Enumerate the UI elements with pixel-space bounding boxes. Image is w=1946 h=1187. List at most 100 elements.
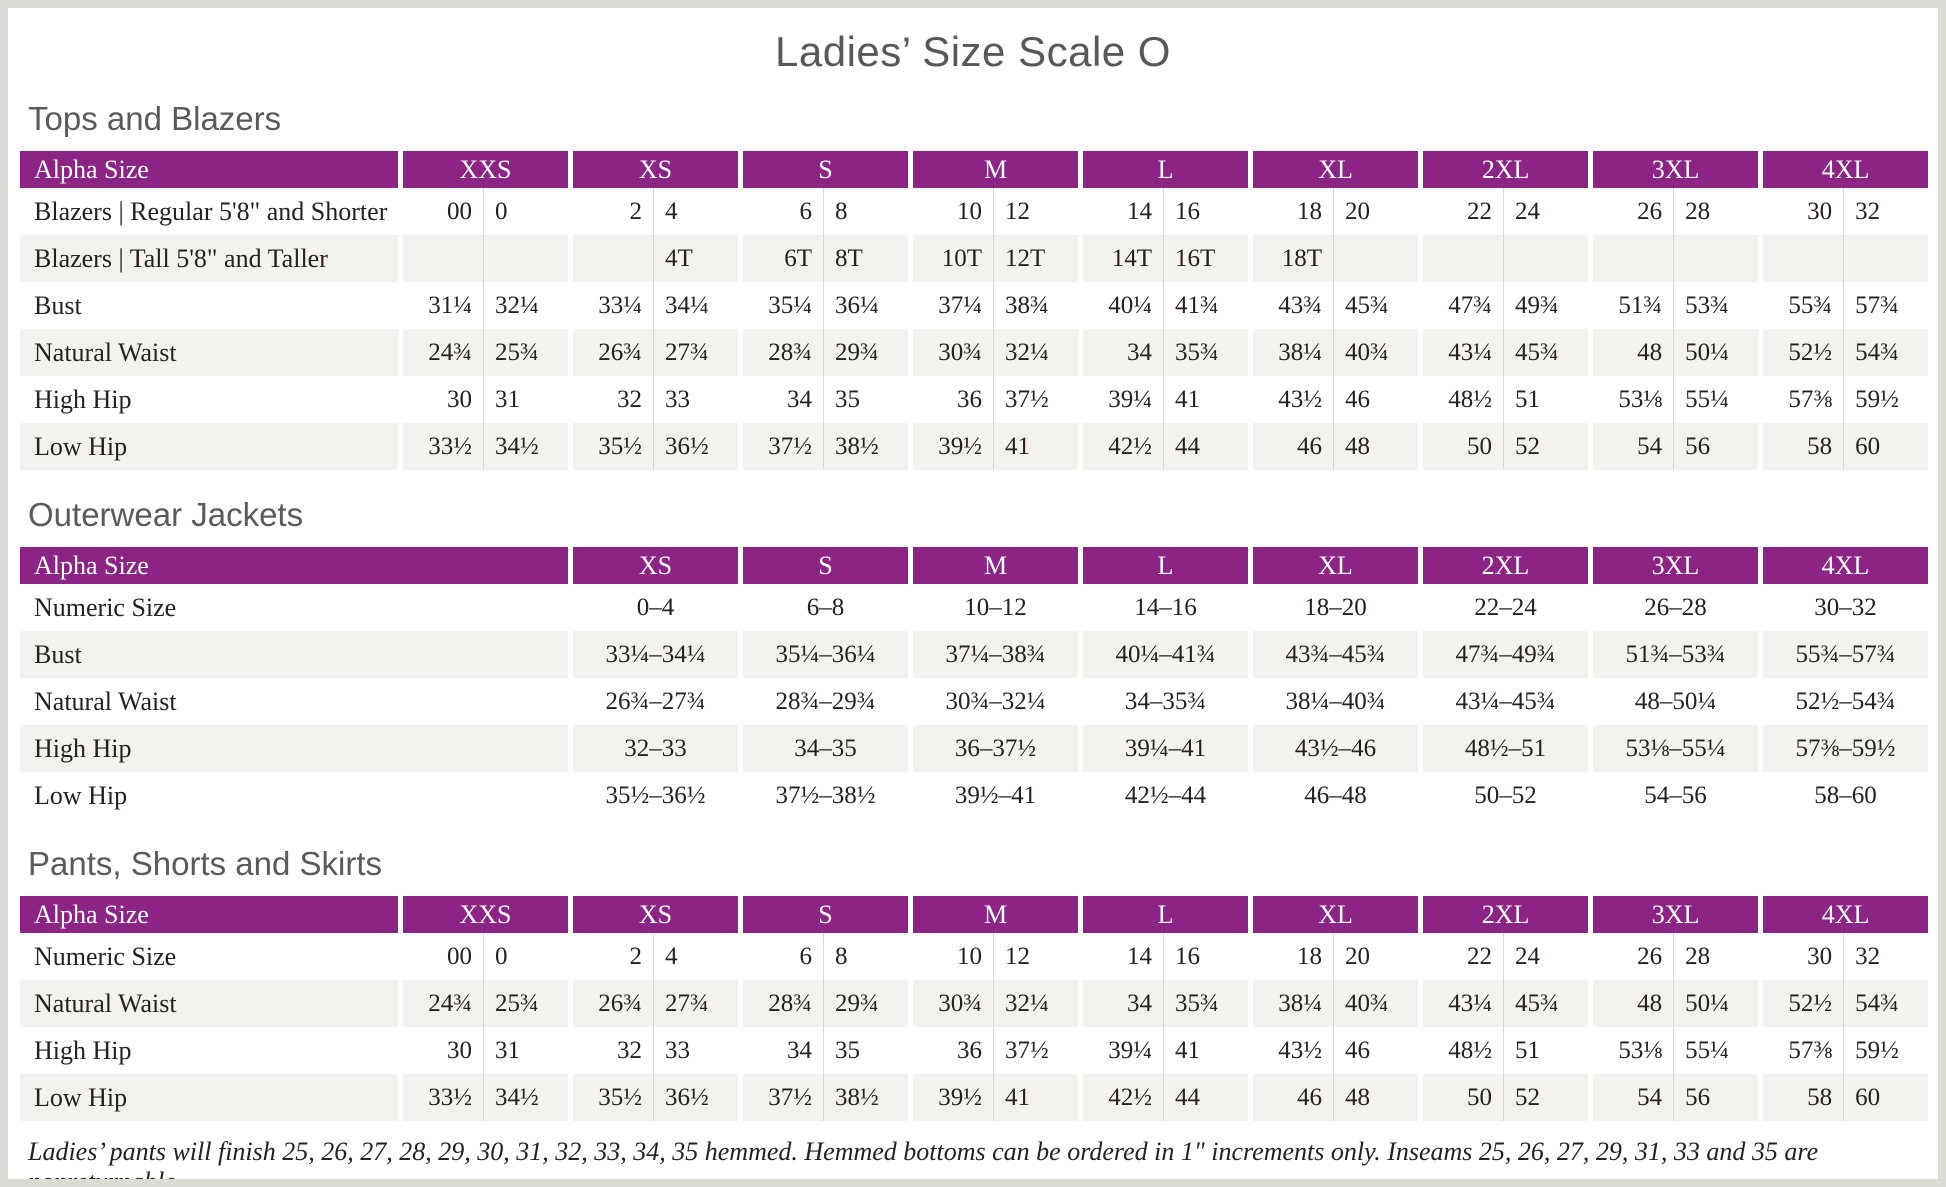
value-cell: 12	[993, 933, 1079, 980]
value-cell: 4T	[653, 235, 739, 282]
value-cell: 10–12	[908, 584, 1078, 631]
size-header-cell: 4XL	[1758, 547, 1928, 584]
value-cell: 47¾	[1418, 282, 1504, 329]
value-cell: 39¼	[1078, 1027, 1164, 1074]
value-cell: 36	[908, 376, 994, 423]
value-cell: 20	[1333, 188, 1419, 235]
value-cell: 57¾	[1843, 282, 1929, 329]
value-cell: 48	[1333, 1074, 1419, 1121]
value-cell: 51¾	[1588, 282, 1674, 329]
header-row: Alpha Size XS S M L XL 2XL 3XL 4XL	[20, 547, 1928, 584]
row-label-cell: Natural Waist	[20, 329, 398, 376]
value-cell: 34	[1078, 980, 1164, 1027]
value-cell: 55¼	[1673, 376, 1759, 423]
table-row: Low Hip 35½–36½ 37½–38½ 39½–41 42½–44 46–48 50…	[20, 772, 1928, 819]
value-cell: 28	[1673, 188, 1759, 235]
value-cell: 12	[993, 188, 1079, 235]
size-header-cell: M	[908, 896, 1079, 933]
table-row: Numeric Size 00 0 2 4 6 8 10 12 14 16 18 20 22 24 26 28 3…	[20, 933, 1929, 980]
value-cell: 43¼	[1418, 980, 1504, 1027]
size-header-cell: XXS	[398, 896, 569, 933]
value-cell: 50	[1418, 423, 1504, 470]
value-cell: 51	[1503, 1027, 1589, 1074]
value-cell: 29¾	[823, 329, 909, 376]
value-cell: 43¾–45¾	[1248, 631, 1418, 678]
value-cell: 56	[1673, 423, 1759, 470]
value-cell: 33½	[398, 423, 483, 470]
value-cell: 35	[823, 376, 909, 423]
row-label-cell: Low Hip	[20, 423, 398, 470]
row-label-cell: Blazers | Regular 5'8" and Shorter	[20, 188, 398, 235]
size-header-cell: M	[908, 547, 1078, 584]
value-cell: 37½	[993, 1027, 1079, 1074]
value-cell: 4	[653, 188, 739, 235]
value-cell: 37½–38½	[738, 772, 908, 819]
size-header-cell: XS	[568, 896, 739, 933]
value-cell: 36–37½	[908, 725, 1078, 772]
size-header-cell: XXS	[398, 151, 569, 188]
value-cell: 39½–41	[908, 772, 1078, 819]
value-cell: 36	[908, 1027, 994, 1074]
value-cell: 6–8	[738, 584, 908, 631]
value-cell: 46	[1333, 376, 1419, 423]
value-cell: 57⅜	[1758, 376, 1844, 423]
value-cell: 30¾–32¼	[908, 678, 1078, 725]
value-cell: 00	[398, 188, 483, 235]
value-cell: 43¼	[1418, 329, 1504, 376]
value-cell: 35¼–36¼	[738, 631, 908, 678]
value-cell: 55¼	[1673, 1027, 1759, 1074]
value-cell: 37½	[993, 376, 1079, 423]
value-cell: 50–52	[1418, 772, 1588, 819]
value-cell: 39¼	[1078, 376, 1164, 423]
size-header-cell: S	[738, 547, 908, 584]
value-cell: 2	[568, 188, 654, 235]
value-cell: 54¾	[1843, 980, 1929, 1027]
value-cell: 34–35	[738, 725, 908, 772]
value-cell: 27¾	[653, 329, 739, 376]
value-cell: 46–48	[1248, 772, 1418, 819]
size-header-cell: 2XL	[1418, 547, 1588, 584]
size-table: Alpha Size XS S M L XL 2XL 3XL 4XL Numeric Size 0–…	[20, 547, 1928, 819]
table-row: Natural Waist 26¾–27¾ 28¾–29¾ 30¾–32¼ 34–35¾…	[20, 678, 1928, 725]
value-cell: 34	[738, 376, 824, 423]
alpha-size-header-cell: Alpha Size	[20, 896, 398, 933]
size-header-cell: 2XL	[1418, 151, 1589, 188]
page-title: Ladies’ Size Scale O	[775, 28, 1171, 75]
value-cell: 38¼–40¾	[1248, 678, 1418, 725]
size-header-cell: L	[1078, 547, 1248, 584]
header-row: Alpha Size XXS XS S M L XL 2XL 3XL 4XL	[20, 896, 1929, 933]
value-cell: 18	[1248, 933, 1334, 980]
value-cell: 34	[738, 1027, 824, 1074]
value-cell	[483, 235, 569, 282]
value-cell: 34½	[483, 423, 569, 470]
alpha-size-header-cell: Alpha Size	[20, 151, 398, 188]
value-cell: 32¼	[483, 282, 569, 329]
value-cell: 46	[1333, 1027, 1419, 1074]
value-cell: 35½–36½	[568, 772, 738, 819]
row-label-cell: High Hip	[20, 376, 398, 423]
value-cell: 37¼–38¾	[908, 631, 1078, 678]
value-cell: 32	[568, 1027, 654, 1074]
value-cell: 31	[483, 1027, 569, 1074]
value-cell: 37½	[738, 423, 824, 470]
value-cell: 53⅛–55¼	[1588, 725, 1758, 772]
value-cell	[568, 235, 654, 282]
value-cell: 51¾–53¾	[1588, 631, 1758, 678]
value-cell: 34–35¾	[1078, 678, 1248, 725]
value-cell: 25¾	[483, 329, 569, 376]
value-cell: 8	[823, 188, 909, 235]
value-cell: 44	[1163, 1074, 1249, 1121]
value-cell: 30–32	[1758, 584, 1928, 631]
table-row: Low Hip 33½ 34½ 35½ 36½ 37½ 38½ 39½ 41 42½ 44 46 48 5…	[20, 1074, 1929, 1121]
section-heading: Pants, Shorts and Skirts	[28, 845, 382, 882]
value-cell: 43½	[1248, 1027, 1334, 1074]
value-cell: 10T	[908, 235, 994, 282]
value-cell: 48½	[1418, 376, 1504, 423]
value-cell	[1758, 235, 1844, 282]
value-cell: 14	[1078, 933, 1164, 980]
table-row: Natural Waist 24¾ 25¾ 26¾ 27¾ 28¾ 29¾ 30¾ 32¼ 34 3…	[20, 980, 1929, 1027]
value-cell: 10	[908, 188, 994, 235]
value-cell: 33	[653, 376, 739, 423]
value-cell: 41	[993, 423, 1079, 470]
value-cell: 43½	[1248, 376, 1334, 423]
